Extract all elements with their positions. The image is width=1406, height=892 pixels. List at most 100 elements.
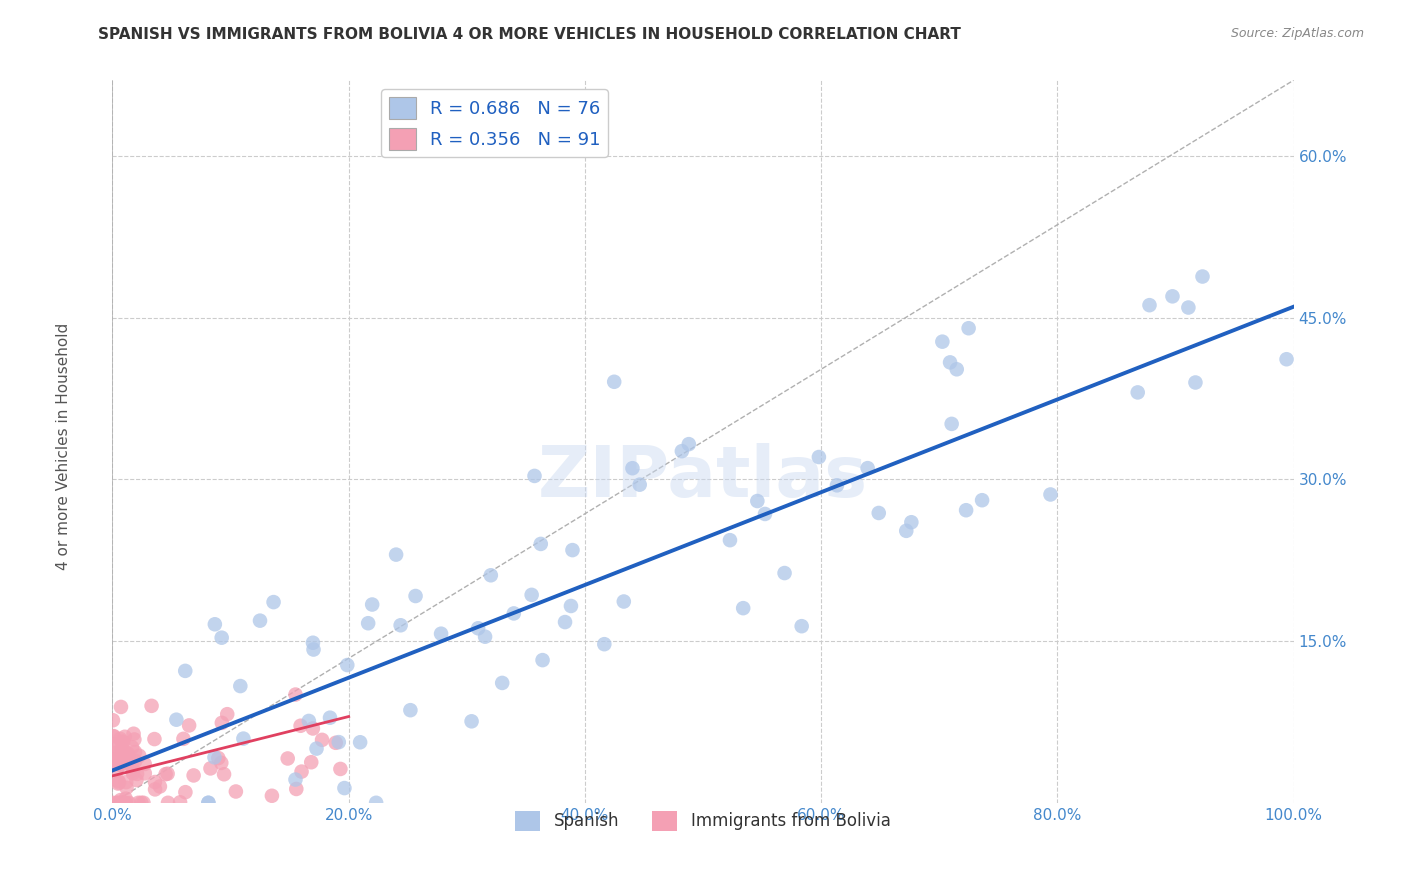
Point [357,616,380,631]
Point [671,444,693,458]
Point [114,753,136,767]
Point [110,700,132,714]
Point [174,664,197,678]
Point [328,735,350,749]
Point [430,626,453,640]
Point [134,766,156,780]
Point [117,746,139,760]
Point [114,730,136,744]
Point [112,735,135,749]
Point [207,751,229,765]
Point [107,773,129,788]
Point [111,796,134,810]
Point [955,503,977,517]
Point [972,493,994,508]
Point [114,796,136,810]
Point [117,749,139,764]
Point [111,734,134,748]
Point [156,766,179,780]
Point [790,619,813,633]
Point [939,355,962,369]
Point [121,740,143,755]
Point [110,793,132,807]
Point [232,731,254,746]
Point [941,417,963,431]
Point [124,745,146,759]
Point [523,469,546,483]
Point [333,780,356,795]
Point [302,642,325,657]
Point [560,599,582,613]
Point [131,796,153,810]
Point [111,796,134,810]
Point [298,714,321,728]
Point [491,676,513,690]
Point [110,758,132,772]
Point [896,524,918,538]
Point [460,714,482,729]
Point [285,781,308,796]
Point [603,375,626,389]
Point [105,753,128,767]
Point [115,775,138,789]
Point [807,450,830,464]
Point [277,751,299,765]
Point [105,763,128,777]
Point [1177,301,1199,315]
Point [284,772,307,787]
Point [155,767,177,781]
Point [204,750,226,764]
Point [284,688,307,702]
Point [114,796,136,810]
Point [143,775,166,789]
Point [561,543,583,558]
Point [105,756,128,770]
Point [593,637,616,651]
Point [319,711,342,725]
Point [209,756,232,770]
Point [747,494,769,508]
Text: 4 or more Vehicles in Household: 4 or more Vehicles in Household [56,322,70,570]
Point [125,773,148,788]
Point [366,796,388,810]
Point [212,767,235,781]
Point [1161,289,1184,303]
Point [183,768,205,782]
Point [520,588,543,602]
Point [211,631,233,645]
Point [329,762,352,776]
Point [825,478,848,492]
Point [211,715,233,730]
Point [172,731,194,746]
Point [200,761,222,775]
Point [141,698,163,713]
Point [127,796,149,810]
Text: ZIPatlas: ZIPatlas [538,443,868,512]
Point [124,754,146,768]
Point [112,751,135,765]
Point [311,732,333,747]
Point [103,730,125,744]
Point [197,796,219,810]
Point [405,589,427,603]
Point [302,722,325,736]
Point [389,618,412,632]
Point [474,630,496,644]
Point [479,568,502,582]
Point [945,362,967,376]
Point [124,732,146,747]
Point [502,607,524,621]
Point [121,764,143,778]
Point [957,321,980,335]
Point [204,617,226,632]
Point [229,679,252,693]
Point [385,548,408,562]
Point [104,744,127,758]
Point [260,789,283,803]
Point [773,566,796,580]
Point [1139,298,1161,312]
Point [112,796,135,810]
Point [101,713,124,727]
Point [143,782,166,797]
Point [112,754,135,768]
